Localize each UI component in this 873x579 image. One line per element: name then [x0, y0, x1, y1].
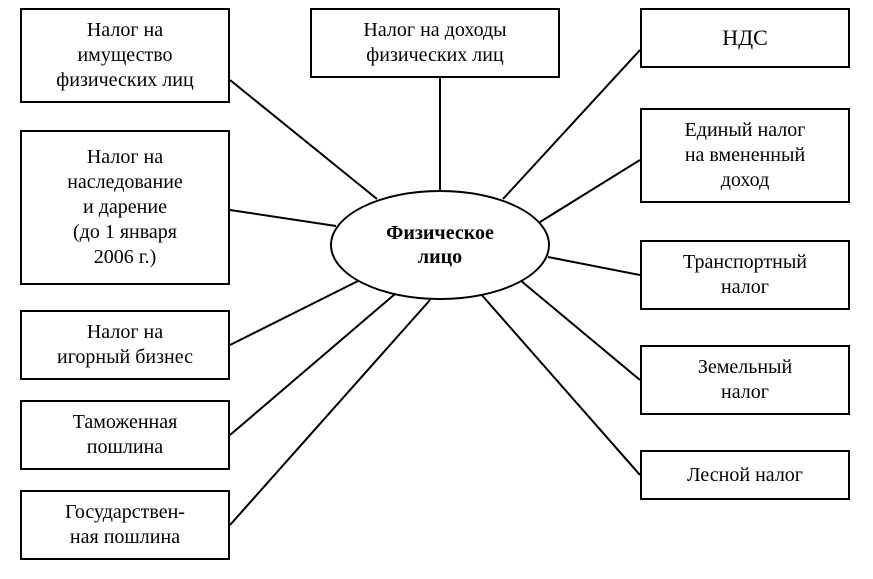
edge-n_r4: [520, 280, 640, 380]
node-label: Налог наимуществофизических лиц: [56, 18, 193, 93]
edge-n_top_left: [230, 80, 377, 199]
edge-n_l5: [230, 300, 430, 525]
diagram-canvas: Физическоелицо Налог наимуществофизически…: [0, 0, 873, 579]
edge-n_l4: [230, 294, 395, 435]
node-n_top_left: Налог наимуществофизических лиц: [20, 8, 230, 103]
node-label: Налог на доходыфизических лиц: [363, 18, 506, 68]
node-label: Таможеннаяпошлина: [73, 410, 178, 460]
node-label: НДС: [722, 24, 768, 52]
node-label: Транспортныйналог: [683, 250, 807, 300]
node-n_l3: Налог наигорный бизнес: [20, 310, 230, 380]
node-n_r5: Лесной налог: [640, 450, 850, 500]
node-n_r2: Единый налогна вмененныйдоход: [640, 108, 850, 203]
edge-n_r5: [480, 293, 640, 475]
node-n_top_right: НДС: [640, 8, 850, 68]
node-label: Земельныйналог: [698, 355, 792, 405]
node-label: Налог нанаследованиеи дарение(до 1 январ…: [67, 145, 183, 270]
node-n_top_mid: Налог на доходыфизических лиц: [310, 8, 560, 78]
node-label: Лесной налог: [687, 463, 803, 488]
node-n_l5: Государствен-ная пошлина: [20, 490, 230, 560]
node-label: Физическоелицо: [386, 221, 494, 269]
edge-n_l2: [230, 210, 336, 226]
node-n_r4: Земельныйналог: [640, 345, 850, 415]
edge-n_l3: [230, 280, 360, 345]
node-n_l4: Таможеннаяпошлина: [20, 400, 230, 470]
node-center: Физическоелицо: [330, 190, 550, 300]
node-label: Налог наигорный бизнес: [57, 320, 193, 370]
edge-n_r2: [540, 160, 640, 222]
node-n_r3: Транспортныйналог: [640, 240, 850, 310]
edge-n_r3: [548, 257, 640, 275]
node-n_l2: Налог нанаследованиеи дарение(до 1 январ…: [20, 130, 230, 285]
node-label: Единый налогна вмененныйдоход: [685, 118, 806, 193]
node-label: Государствен-ная пошлина: [65, 500, 185, 550]
